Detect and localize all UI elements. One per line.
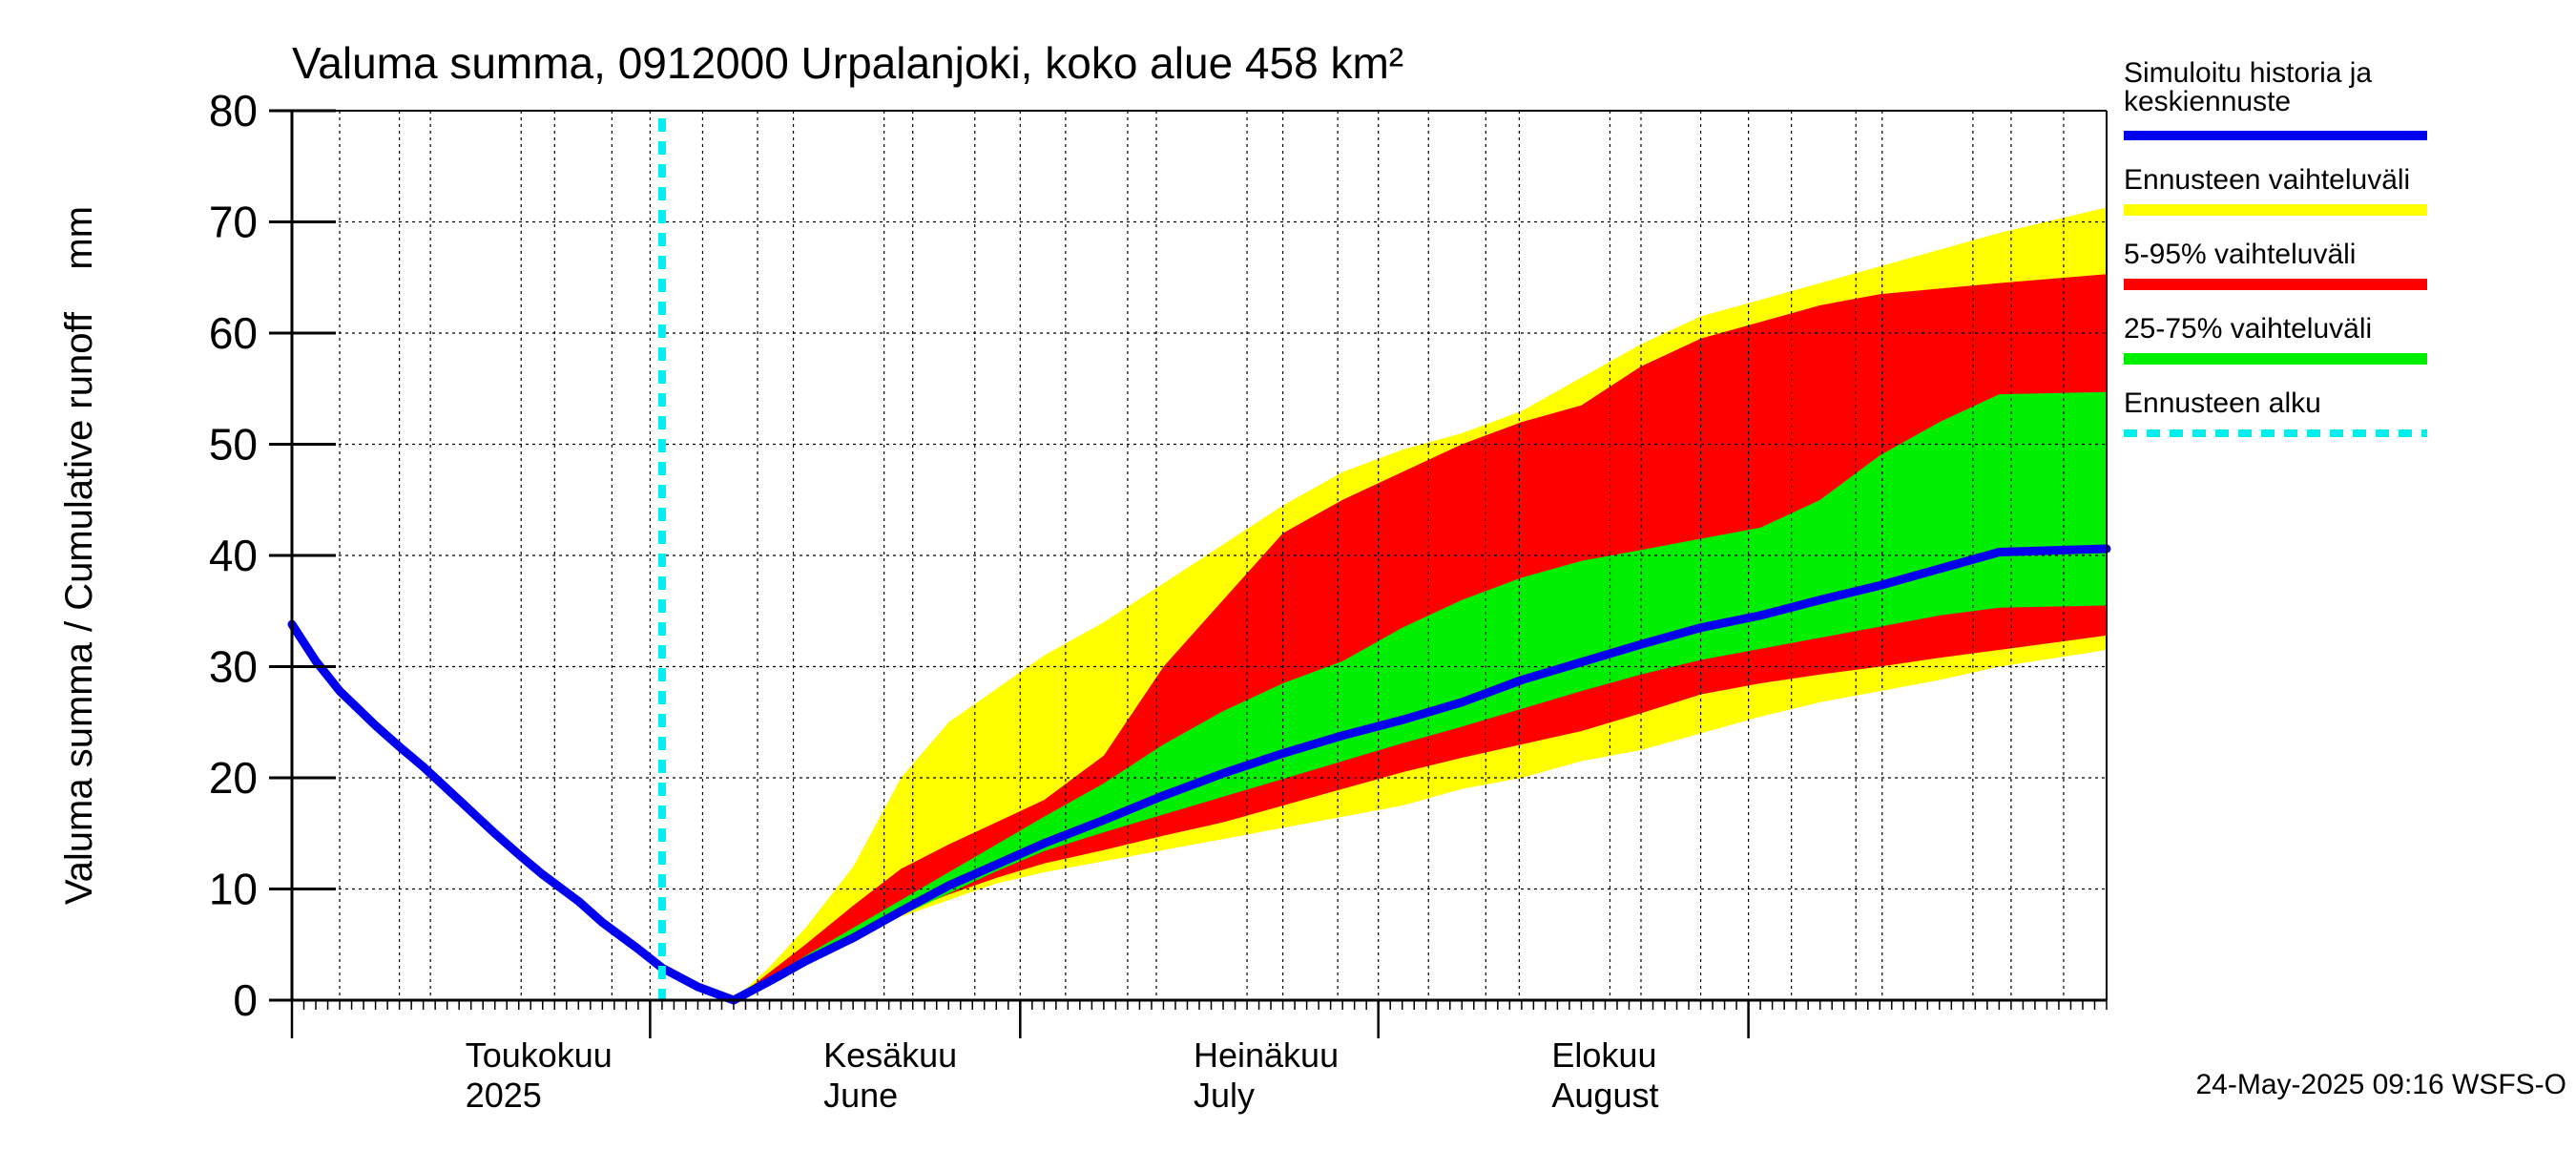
footer-timestamp: 24-May-2025 09:16 WSFS-O	[2196, 1069, 2567, 1100]
legend-label-3: 25-75% vaihteluväli	[2124, 313, 2372, 345]
series-line-mean	[287, 544, 2111, 1005]
x-month-label-en: July	[1194, 1076, 1255, 1115]
legend-label-mean: Simuloitu historia ja	[2124, 57, 2372, 89]
legend-label-mean-cont: keskiennuste	[2124, 86, 2291, 117]
y-tick-label: 20	[209, 753, 258, 803]
y-tick-label: 30	[209, 642, 258, 692]
y-tick-label: 50	[209, 420, 258, 470]
legend-label-4: Ennusteen alku	[2124, 387, 2321, 419]
x-month-label-fi: Heinäkuu	[1194, 1035, 1339, 1075]
x-month-label-fi: Elokuu	[1551, 1035, 1656, 1075]
x-month-label-fi: Toukokuu	[466, 1035, 613, 1075]
x-month-label-en: August	[1551, 1076, 1658, 1115]
legend-label-2: 5-95% vaihteluväli	[2124, 239, 2356, 270]
x-month-label-en: 2025	[466, 1076, 542, 1115]
y-tick-label: 70	[209, 198, 258, 247]
legend-label-1: Ennusteen vaihteluväli	[2124, 164, 2410, 196]
y-tick-label: 10	[209, 865, 258, 914]
y-tick-label: 80	[209, 86, 258, 136]
y-axis-label: Valuma summa / Cumulative runoff mm	[58, 206, 100, 905]
band-25-75-vaihteluv-li	[734, 391, 2107, 1000]
chart-title: Valuma summa, 0912000 Urpalanjoki, koko …	[292, 38, 1403, 88]
x-month-label-fi: Kesäkuu	[823, 1035, 957, 1075]
x-month-label-en: June	[823, 1076, 898, 1115]
y-tick-label: 0	[233, 975, 258, 1025]
y-tick-label: 40	[209, 531, 258, 580]
y-tick-label: 60	[209, 308, 258, 358]
